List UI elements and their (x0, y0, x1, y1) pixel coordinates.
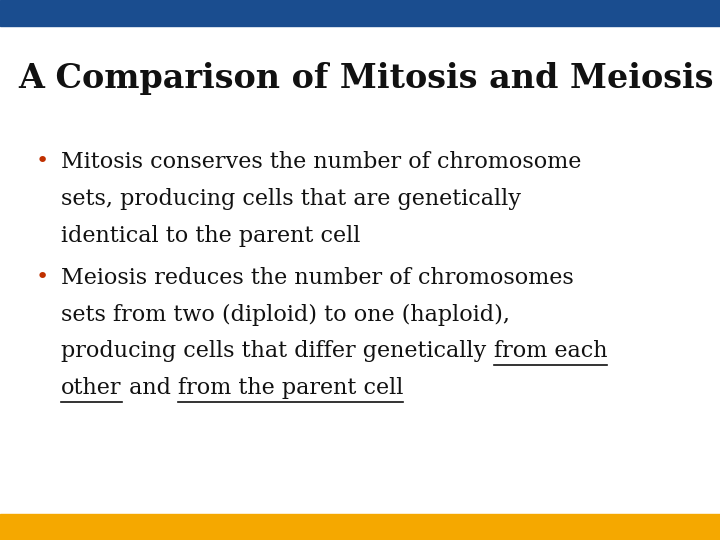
Text: © 2011 Pearson Education, Inc.: © 2011 Pearson Education, Inc. (14, 522, 195, 532)
Text: sets, producing cells that are genetically: sets, producing cells that are genetical… (61, 188, 521, 210)
Bar (0, 0, 720, 26)
Text: A Comparison of Mitosis and Meiosis: A Comparison of Mitosis and Meiosis (18, 62, 714, 95)
Text: Meiosis reduces the number of chromosomes: Meiosis reduces the number of chromosome… (61, 267, 574, 289)
Text: •: • (36, 267, 49, 287)
Bar (0, 514, 720, 540)
Text: Mitosis conserves the number of chromosome: Mitosis conserves the number of chromoso… (61, 151, 582, 173)
Text: other: other (61, 377, 122, 399)
Text: sets from two (diploid) to one (haploid),: sets from two (diploid) to one (haploid)… (61, 303, 510, 326)
Text: producing cells that differ genetically: producing cells that differ genetically (61, 340, 494, 362)
Text: from the parent cell: from the parent cell (178, 377, 403, 399)
Text: •: • (36, 151, 49, 171)
Text: and: and (122, 377, 178, 399)
Text: from each: from each (494, 340, 607, 362)
Text: identical to the parent cell: identical to the parent cell (61, 225, 361, 247)
